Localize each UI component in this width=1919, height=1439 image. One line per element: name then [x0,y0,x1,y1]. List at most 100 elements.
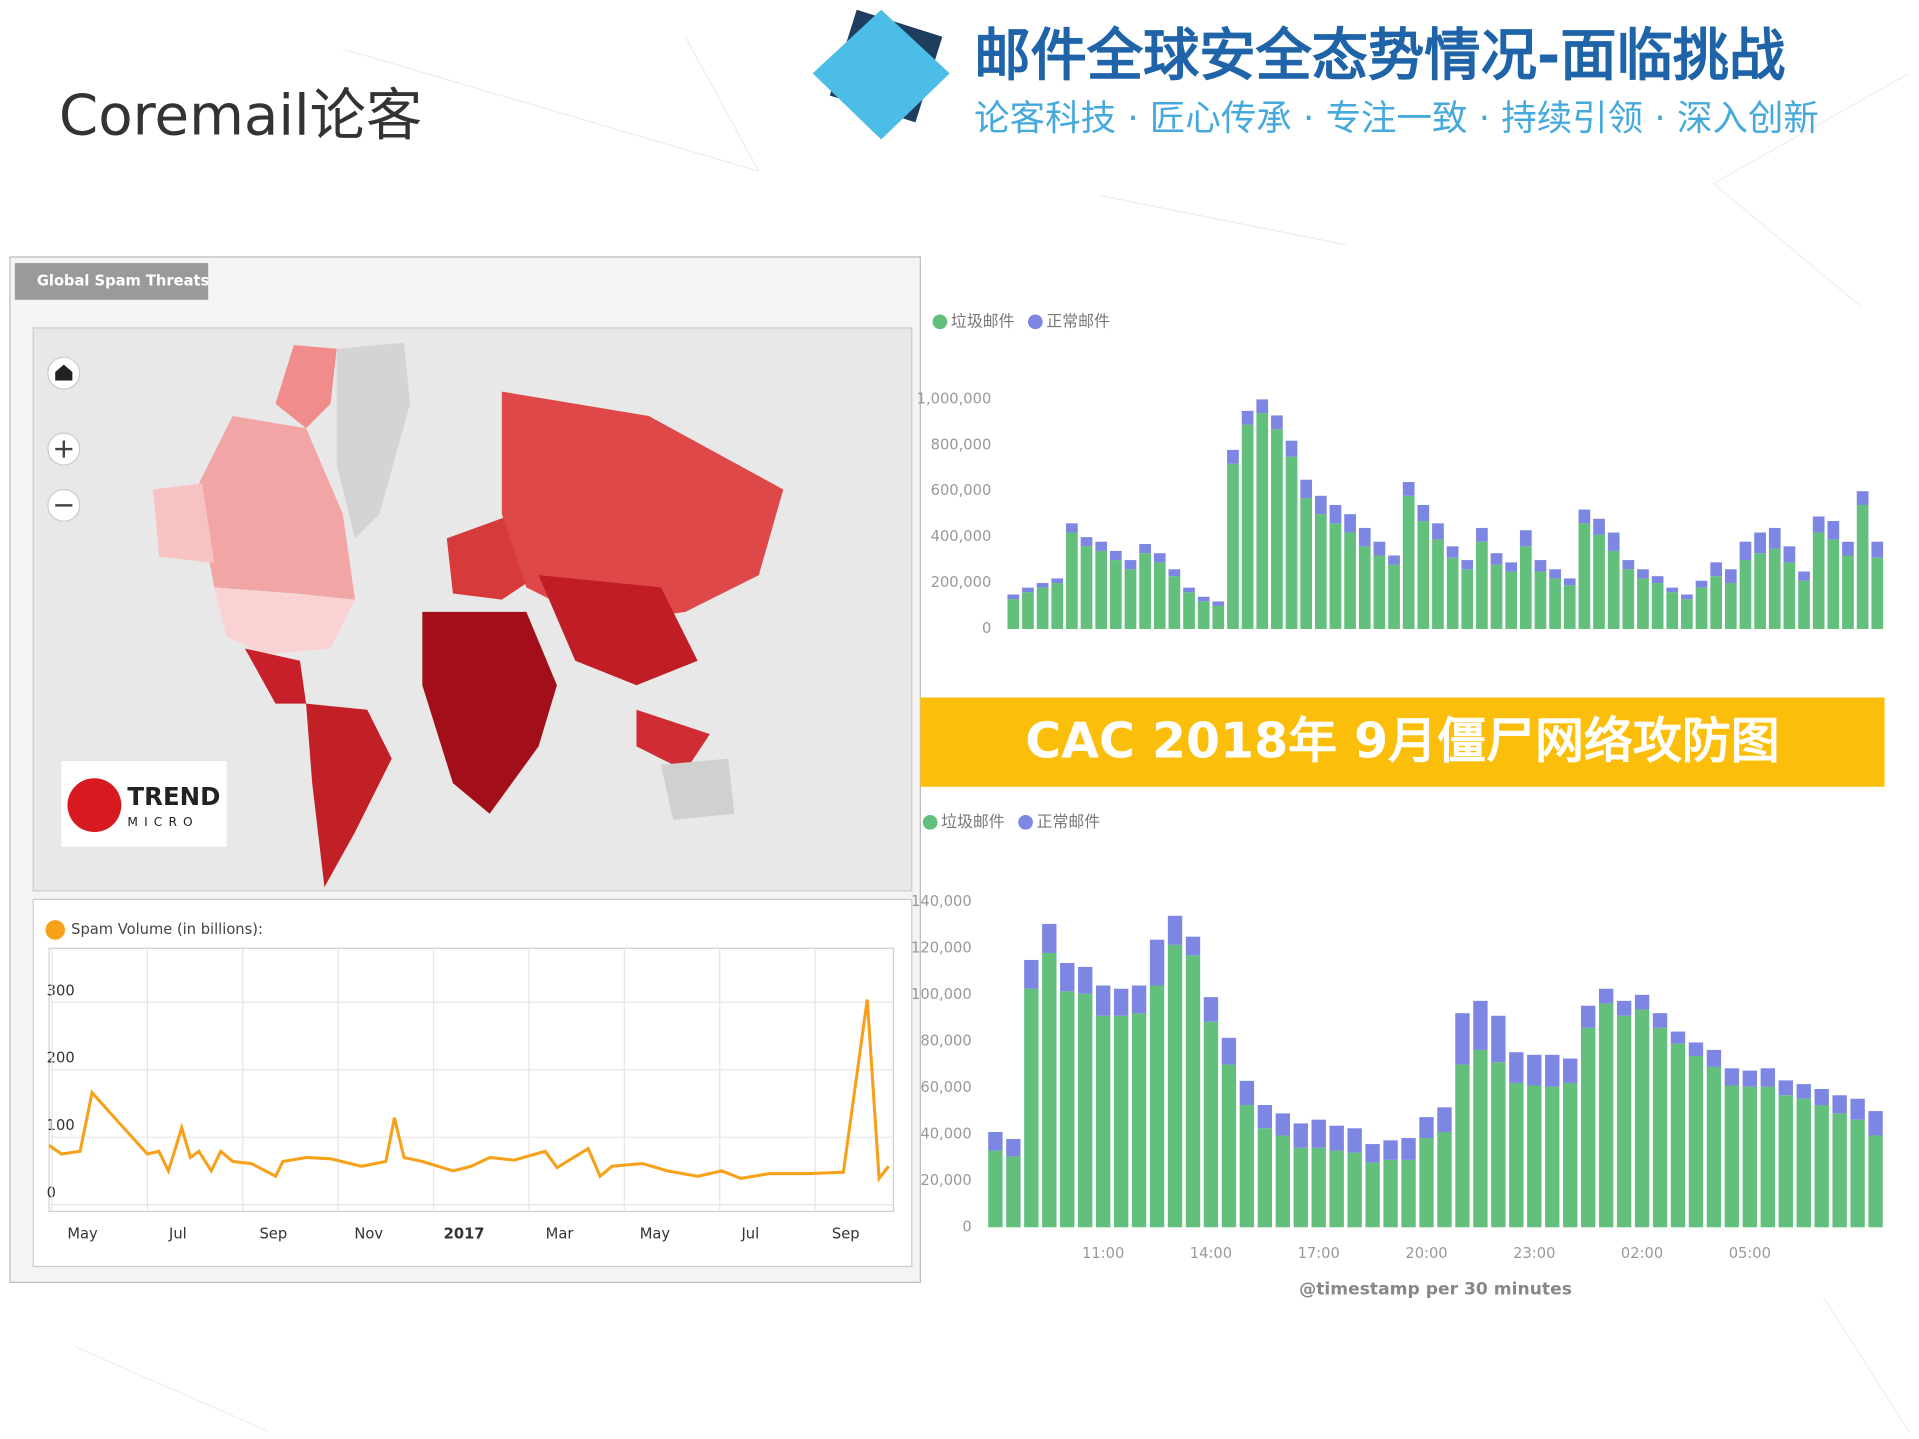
bar-segment [1778,1080,1793,1096]
bar-segment [1024,988,1039,1228]
bar-segment [1139,553,1151,629]
legend-label: Spam Volume (in billions): [71,921,263,938]
bar-segment [1417,521,1430,629]
x-tick-label: May [640,1226,671,1243]
bar-segment [1856,491,1869,505]
bar-segment [1109,550,1122,561]
bar-segment [1285,456,1298,629]
brand-sub: MICRO [127,815,198,829]
legend-label: 垃圾邮件 [951,311,1015,330]
y-tick-label: 1,000,000 [917,390,992,407]
bar-segment [1710,562,1723,577]
plot-frame [48,947,895,1213]
y-tick-label: 120,000 [911,939,972,956]
header-icon [812,9,950,140]
bar-segment [1168,576,1181,629]
bar-segment [1113,1015,1129,1228]
bar-segment [1622,560,1635,570]
bar-segment [1401,1138,1416,1160]
bar-segment [1239,1080,1255,1106]
x-tick-label: Jul [168,1226,187,1243]
bar-segment [1527,1054,1542,1086]
bar-segment [1239,1105,1255,1228]
bar-segment [1300,479,1313,499]
bar-segment [1167,915,1183,945]
bar-segment [1783,546,1796,563]
bar-segment [1131,1013,1147,1228]
bar-segment [1724,1068,1740,1086]
bar-segment [1139,544,1151,554]
bar-segment [1042,952,1057,1228]
bar-segment [1856,504,1869,629]
x-tick-label: 11:00 [1082,1245,1124,1262]
bar-segment [1051,583,1064,629]
bar-segment [1275,1135,1290,1228]
bar-segment [1760,1086,1775,1228]
bar-segment [1850,1098,1865,1120]
bar-segment [1212,601,1225,606]
bar-segment [1724,583,1737,629]
legend-label: 垃圾邮件 [941,812,1005,831]
home-icon[interactable] [55,364,73,381]
y-tick-label: 60,000 [920,1079,971,1096]
bar-segment [1024,959,1039,989]
bar-segment [1007,599,1020,629]
bar-segment [1616,1015,1632,1228]
bar-segment [1850,1119,1865,1228]
y-tick-label: 0 [982,620,991,637]
bar-segment [1724,1085,1740,1228]
bar-segment [1329,504,1342,524]
x-tick-label: 14:00 [1190,1245,1232,1262]
y-tick-label: 40,000 [920,1125,971,1142]
tab-label[interactable]: Global Spam Threats [37,272,210,289]
bar-segment [1241,424,1254,629]
x-tick-label: 2017 [444,1226,485,1243]
bar-segment [1578,509,1591,524]
bar-segment [1688,1055,1704,1228]
bar-segment [1095,985,1111,1016]
bar-segment [1832,1095,1847,1114]
zoom-in-icon[interactable] [55,440,73,458]
bar-segment [1022,592,1034,629]
bar-segment [1509,1052,1524,1083]
bar-segment [1124,560,1137,570]
bar-segment [1490,564,1503,629]
bar-segment [1871,541,1884,558]
bar-segment [1814,1105,1829,1228]
bar-segment [1183,587,1195,593]
bar-segment [1401,1159,1416,1228]
bar-segment [1652,1027,1668,1228]
bar-segment [1078,966,1093,994]
bar-segment [1710,576,1723,629]
bar-segment [1257,1105,1273,1129]
bar-segment [1383,1159,1398,1228]
bar-segment [1285,440,1298,457]
bar-segment [1814,1088,1829,1106]
bar-segment [1446,557,1459,629]
bar-segment [1563,578,1576,586]
bar-segment [1275,1113,1290,1136]
bar-segment [1842,555,1854,629]
bar-segment [1593,518,1605,535]
panel-tab[interactable] [14,263,209,300]
bar-segment [1549,569,1561,579]
bar-segment [1812,516,1825,533]
bar-segment [1227,463,1239,629]
legend-marker [1028,314,1043,330]
x-tick-label: 05:00 [1729,1245,1771,1262]
bar-segment [1203,1021,1219,1228]
bar-segment [1042,923,1057,953]
bar-segment [1227,449,1239,464]
bar-segment [1437,1107,1452,1132]
bar-segment [1344,532,1356,629]
bar-segment [1388,564,1400,629]
bar-segment [1124,569,1137,629]
bar-segment [1358,527,1371,547]
bar-segment [1358,546,1371,629]
bar-segment [1491,1062,1506,1228]
x-tick-label: 20:00 [1405,1245,1447,1262]
bar-segment [1149,939,1165,986]
bar-segment [1329,523,1342,629]
subtitle: 论客科技 · 匠心传承 · 专注一致 · 持续引领 · 深入创新 [974,98,1819,139]
